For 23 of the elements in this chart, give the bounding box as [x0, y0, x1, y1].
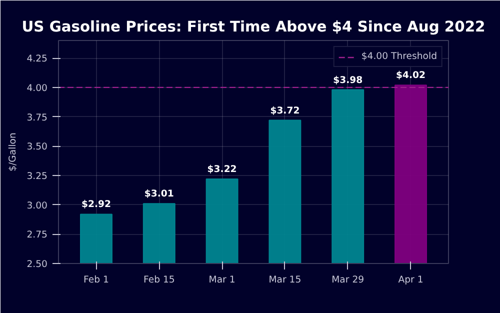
data-label: $3.98: [333, 74, 363, 86]
x-tick-label: Mar 29: [332, 274, 364, 286]
data-label: $4.02: [396, 70, 426, 82]
data-label: $3.72: [270, 105, 300, 116]
y-axis-title: $/Gallon: [8, 132, 19, 172]
x-tick-label: Mar 1: [208, 274, 236, 286]
data-label: $3.22: [207, 164, 237, 175]
y-tick-label: 3.00: [26, 200, 48, 212]
y-tick-label: 2.75: [26, 230, 48, 241]
x-tick-label: Apr 1: [398, 274, 424, 286]
data-label: $2.92: [81, 199, 112, 210]
y-tick-label: 3.50: [26, 142, 48, 153]
y-tick-label: 4.00: [26, 82, 48, 94]
data-label: $3.01: [144, 188, 174, 200]
x-tick-label: Feb 1: [84, 274, 110, 286]
y-tick-label: 3.75: [26, 112, 48, 124]
y-tick-label: 2.50: [26, 259, 48, 270]
legend-label: $4.00 Threshold: [361, 51, 437, 62]
chart-title: US Gasoline Prices: First Time Above $4 Since Aug 2022: [22, 18, 486, 36]
x-tick-label: Feb 15: [143, 274, 175, 286]
y-tick-label: 3.25: [26, 170, 48, 182]
y-tick-label: 4.25: [26, 54, 48, 65]
x-tick-label: Mar 15: [268, 274, 302, 286]
